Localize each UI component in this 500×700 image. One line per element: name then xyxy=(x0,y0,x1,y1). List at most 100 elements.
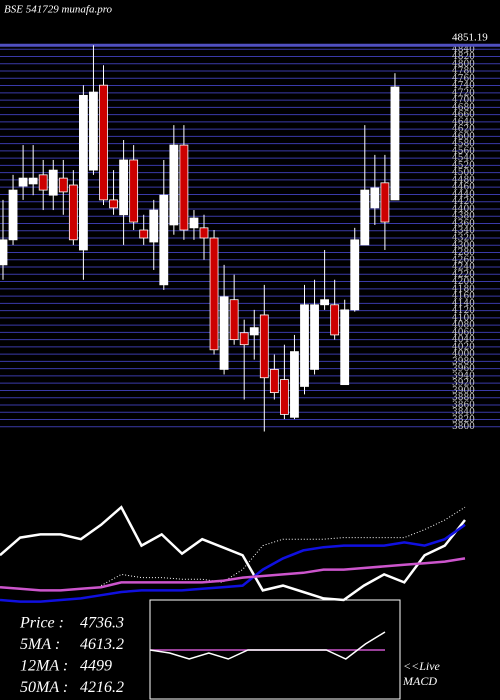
y-tick-label: 4540 xyxy=(452,154,475,164)
candle-body xyxy=(38,174,48,191)
candle-body xyxy=(139,229,149,239)
candle-body xyxy=(219,296,229,370)
chart-title: BSE 541729 munafa.pro xyxy=(4,4,113,16)
y-tick-label: 4580 xyxy=(452,139,475,149)
stat-value: 4736.3 xyxy=(80,615,124,632)
y-tick-label: 4440 xyxy=(452,190,475,200)
y-tick-label: 4280 xyxy=(452,248,475,258)
candle-body xyxy=(300,304,309,387)
candle-body xyxy=(68,184,78,241)
y-tick-label: 3920 xyxy=(452,379,475,389)
y-tick-label: 4040 xyxy=(452,335,475,345)
y-tick-label: 4180 xyxy=(452,284,475,294)
y-tick-label: 3900 xyxy=(452,386,475,396)
y-tick-label: 4800 xyxy=(452,59,475,69)
y-tick-label: 4380 xyxy=(452,212,475,222)
stat-value: 4499 xyxy=(80,658,112,675)
candle-body xyxy=(0,239,8,266)
y-tick-label: 4460 xyxy=(452,183,475,193)
stat-label: 5MA : xyxy=(20,636,60,653)
y-tick-label: 4240 xyxy=(452,263,475,273)
y-tick-label: 3840 xyxy=(452,408,475,418)
y-tick-label: 4420 xyxy=(452,197,475,207)
candle-body xyxy=(199,227,209,239)
candle-body xyxy=(58,177,68,193)
y-tick-label: 4200 xyxy=(452,277,475,287)
indicator-line xyxy=(100,506,466,587)
y-tick-label: 4780 xyxy=(452,67,475,77)
candle-body xyxy=(259,314,269,379)
candle-body xyxy=(390,86,400,201)
y-tick-label: 3860 xyxy=(452,400,475,410)
y-tick-label: 4000 xyxy=(452,350,475,360)
candle-body xyxy=(290,351,299,418)
candle-body xyxy=(149,209,159,243)
y-tick-label: 3880 xyxy=(452,393,475,403)
candle-body xyxy=(189,217,199,229)
y-tick-label: 4820 xyxy=(452,52,475,62)
y-tick-label: 3980 xyxy=(452,357,475,367)
y-tick-label: 4120 xyxy=(452,306,475,316)
y-tick-label: 4720 xyxy=(452,88,475,98)
candle-body xyxy=(360,189,370,246)
stat-label: 12MA : xyxy=(20,658,68,675)
y-tick-label: 4840 xyxy=(452,45,475,55)
y-tick-label: 4320 xyxy=(452,234,475,244)
y-tick-label: 4100 xyxy=(452,313,475,323)
y-tick-label: 4140 xyxy=(452,299,475,309)
candle-body xyxy=(380,182,390,223)
candle-body xyxy=(18,177,28,187)
candle-body xyxy=(279,379,289,415)
macd-label: MACD xyxy=(402,674,437,688)
candle-body xyxy=(89,91,98,171)
candle-body xyxy=(320,299,330,306)
candle-body xyxy=(99,84,108,201)
candle-body xyxy=(8,189,18,241)
stat-value: 4613.2 xyxy=(80,636,124,653)
y-tick-label: 4260 xyxy=(452,255,475,265)
y-tick-label: 4640 xyxy=(452,117,475,127)
y-tick-label: 4060 xyxy=(452,328,475,338)
candle-body xyxy=(269,368,279,394)
y-tick-label: 3800 xyxy=(452,422,475,432)
y-tick-label: 4740 xyxy=(452,81,475,91)
candle-body xyxy=(28,177,38,185)
stat-label: Price : xyxy=(19,615,64,632)
y-tick-label: 4760 xyxy=(452,74,475,84)
y-tick-label: 4340 xyxy=(452,226,475,236)
y-tick-label: 4160 xyxy=(452,292,475,302)
y-tick-label: 4220 xyxy=(452,270,475,280)
y-tick-label: 4500 xyxy=(452,168,475,178)
candle-body xyxy=(370,187,380,209)
indicator-line xyxy=(0,557,466,592)
y-tick-label: 4660 xyxy=(452,110,475,120)
y-tick-label: 3940 xyxy=(452,371,475,381)
candle-body xyxy=(330,304,340,336)
y-tick-label: 4300 xyxy=(452,241,475,251)
candle-body xyxy=(249,327,259,336)
candle-body xyxy=(340,309,350,386)
indicator-line xyxy=(0,505,466,602)
y-tick-label: 4520 xyxy=(452,161,475,171)
y-tick-label: 4700 xyxy=(452,96,475,106)
price-marker-label: 4851.19 xyxy=(452,32,488,44)
y-tick-label: 4080 xyxy=(452,321,475,331)
candle-body xyxy=(179,144,189,231)
candle-body xyxy=(209,237,219,351)
candle-body xyxy=(48,169,58,196)
indicator-line xyxy=(0,523,466,603)
candle-body xyxy=(229,299,239,341)
y-tick-label: 4360 xyxy=(452,219,475,229)
y-tick-label: 3960 xyxy=(452,364,475,374)
y-tick-label: 4680 xyxy=(452,103,475,113)
stat-label: 50MA : xyxy=(20,679,68,696)
candle-body xyxy=(310,304,319,370)
macd-macd-line xyxy=(149,631,386,660)
y-tick-label: 4600 xyxy=(452,132,475,142)
candle-body xyxy=(159,194,169,286)
candle-body xyxy=(129,159,139,223)
candle-body xyxy=(119,159,128,216)
macd-label: <<Live xyxy=(403,659,441,673)
candle-body xyxy=(79,94,88,251)
y-tick-label: 4020 xyxy=(452,342,475,352)
